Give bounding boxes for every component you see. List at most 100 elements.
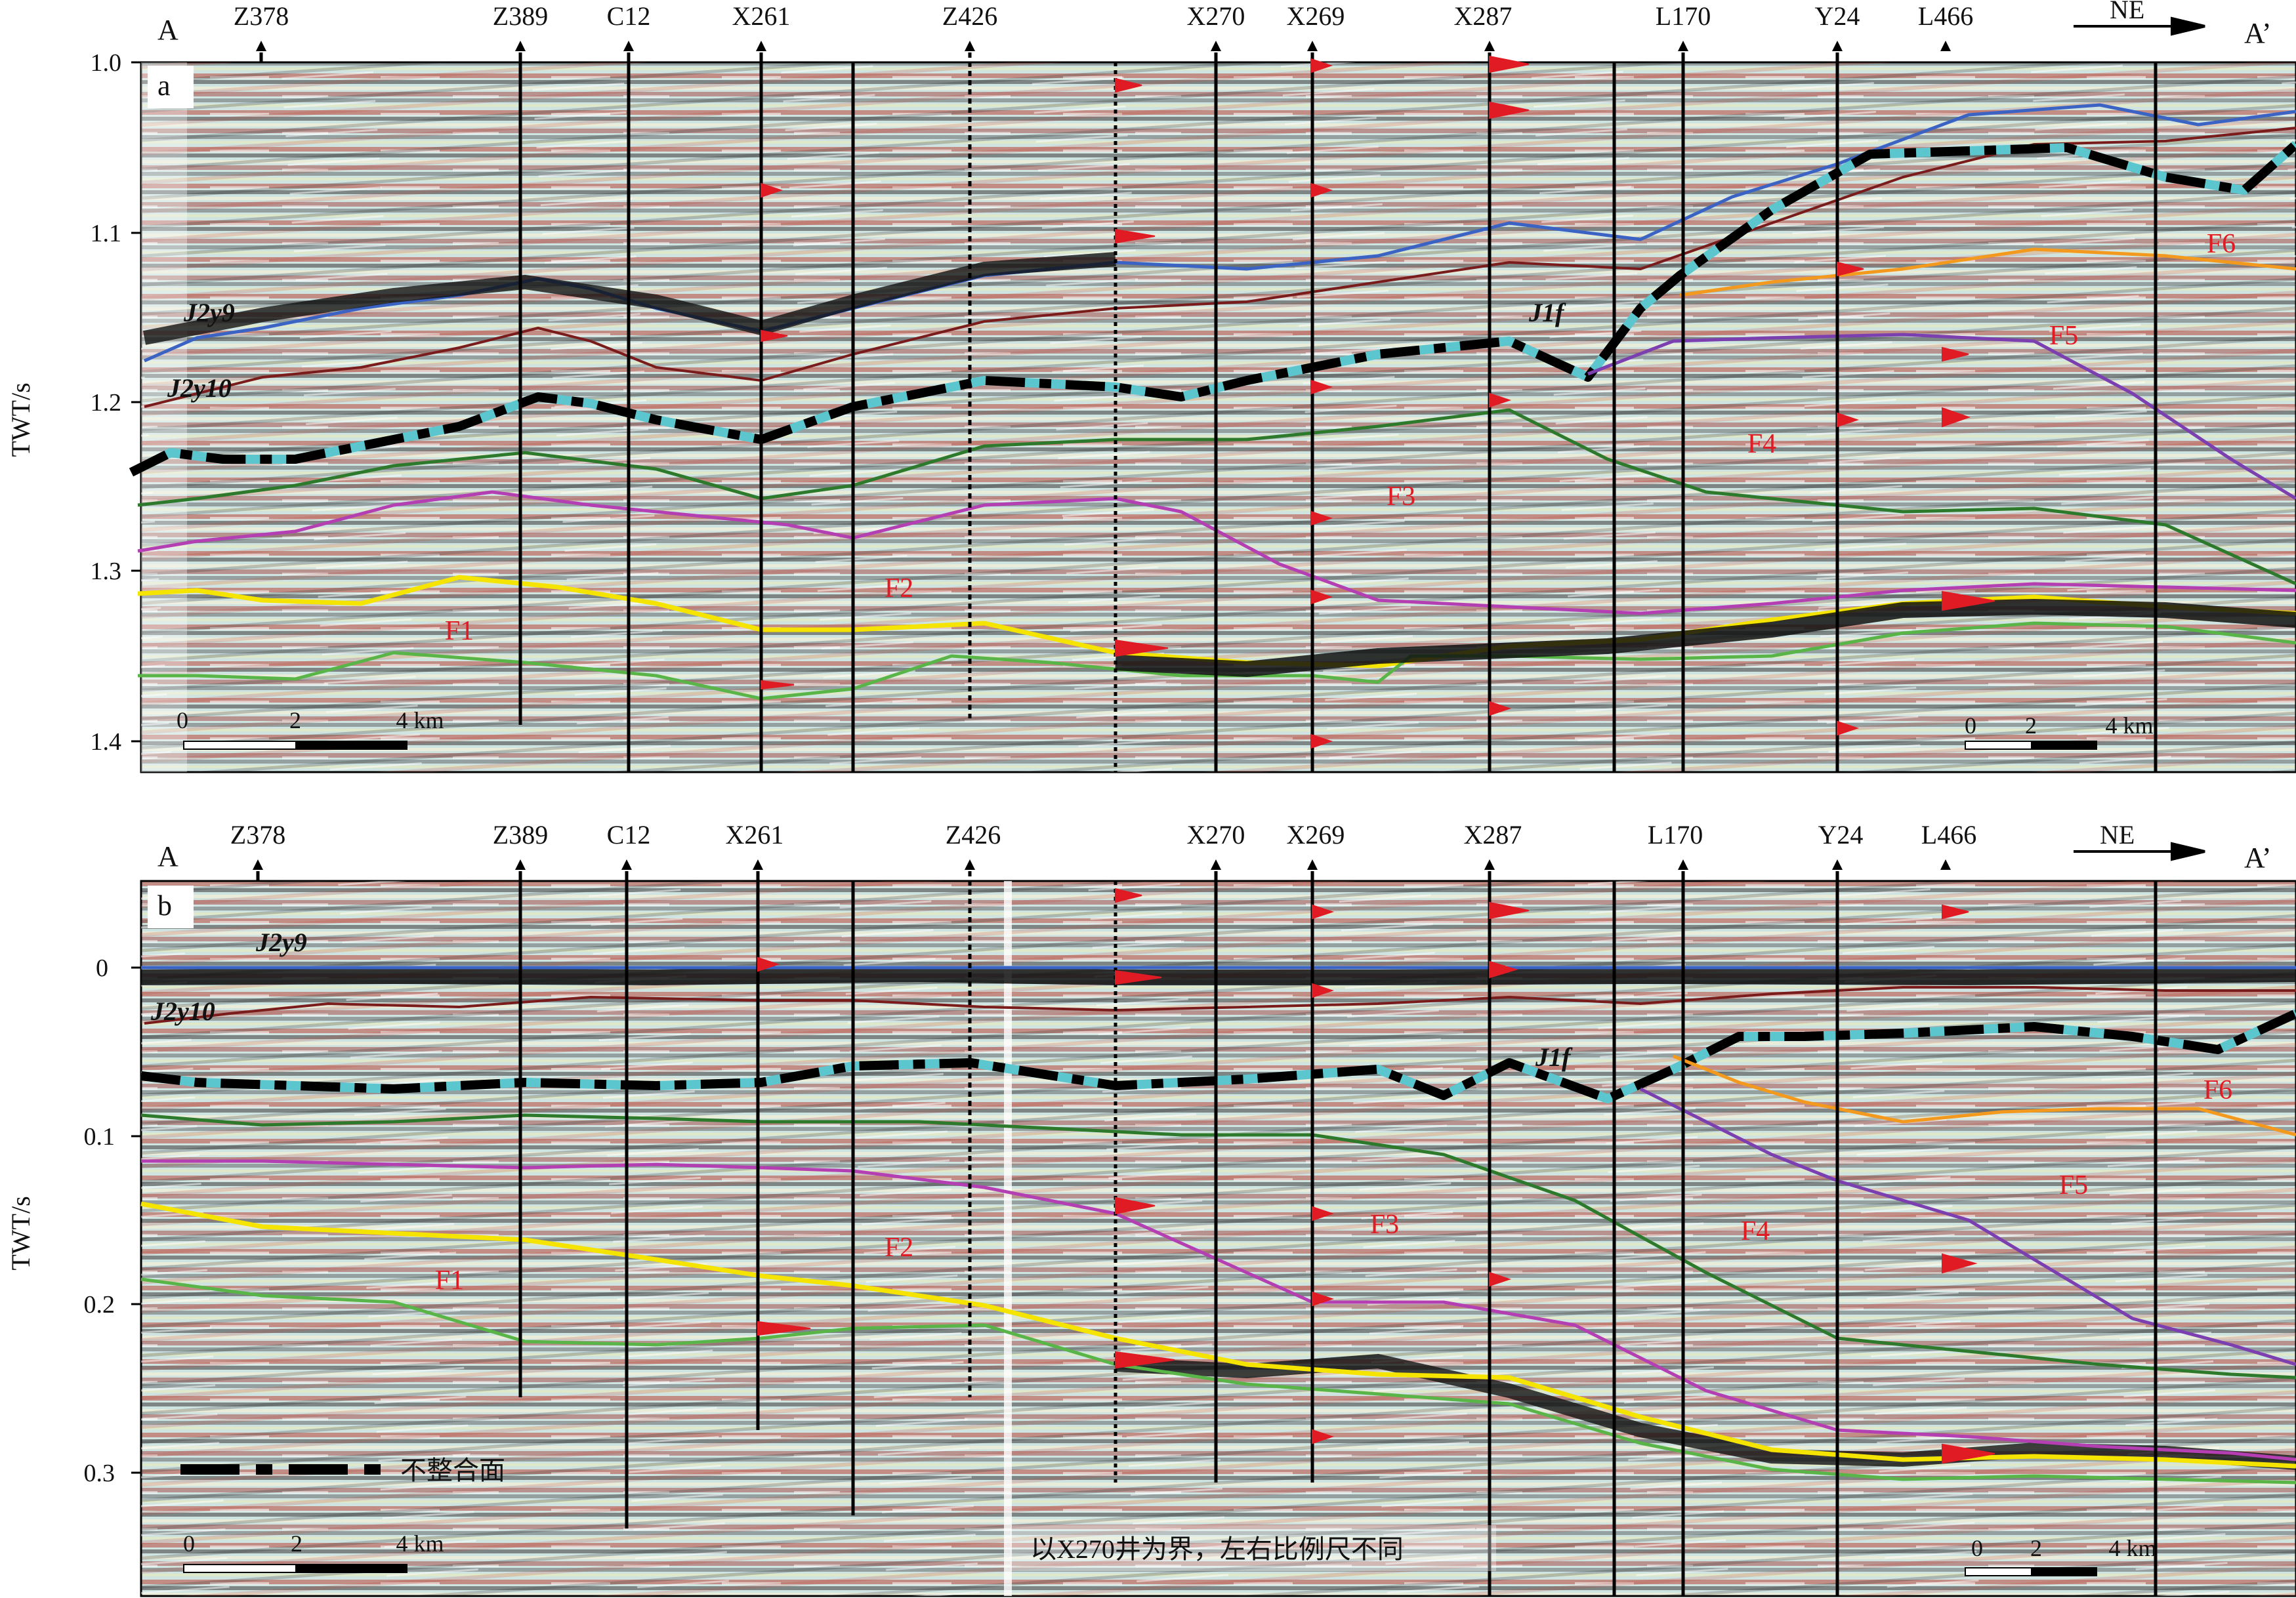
- panel-b-well-labels: Z378 Z389 C12 X261 Z426 X270 X269 X287 L…: [230, 820, 1976, 850]
- horizon-brown-line: [144, 986, 2296, 1025]
- facies-label-f3: F3: [1387, 481, 1415, 512]
- panel-b-strong-reflector: [140, 966, 2296, 986]
- scale-tick: 0: [1971, 1535, 1983, 1561]
- y-tick-label: 1.3: [91, 558, 122, 585]
- panel-a-scale-bar-right: 0 2 4 km: [1965, 712, 2154, 750]
- facies-label-f6: F6: [2207, 229, 2236, 259]
- horizon-light-green-line: [138, 621, 2296, 701]
- well-label: Y24: [1818, 820, 1864, 850]
- y-tick-label: 1.1: [91, 220, 122, 247]
- well-label: X287: [1464, 820, 1522, 850]
- well-label: X261: [726, 820, 784, 850]
- well-label: L170: [1648, 820, 1703, 850]
- facies-label-f1: F1: [445, 616, 474, 646]
- well-label: C12: [607, 820, 651, 850]
- scale-tick: 2: [2025, 712, 2037, 739]
- facies-label-f4: F4: [1747, 429, 1776, 459]
- facies-label-f4: F4: [1741, 1216, 1770, 1246]
- panel-a-start-label: A: [157, 14, 178, 46]
- panel-b-end-label: A’: [2244, 842, 2272, 874]
- y-tick-label: 1.4: [91, 728, 122, 756]
- scale-tick: 4 km: [396, 707, 444, 733]
- formation-label-j2y9: J2y9: [183, 298, 235, 327]
- horizon-brown-line: [144, 127, 2296, 408]
- panel-a-scale-bar-left: 0 2 4 km: [177, 707, 444, 750]
- panel-a-well-logs: [761, 55, 1995, 749]
- horizon-purple-line: [1639, 1087, 2296, 1366]
- horizon-light-green-line: [140, 1277, 2296, 1485]
- facies-label-f2: F2: [885, 573, 913, 604]
- panel-a-well-labels: Z378 Z389 C12 X261 Z426 X270 X269 X287 L…: [234, 1, 1973, 31]
- well-label: Y24: [1815, 1, 1860, 31]
- well-label: X261: [732, 1, 791, 31]
- panel-a-label: a: [157, 70, 171, 102]
- facies-label-f3: F3: [1370, 1210, 1399, 1240]
- scale-note: 以X270井为界，左右比例尺不同: [1030, 1534, 1404, 1564]
- panel-b-label: b: [157, 890, 172, 922]
- unconformity-legend-label: 不整合面: [400, 1456, 505, 1485]
- direction-arrow-icon: [2074, 16, 2205, 36]
- horizon-orange-line: [1679, 247, 2296, 297]
- well-label: X269: [1287, 1, 1345, 31]
- well-label: X287: [1454, 1, 1513, 31]
- panel-a: Z378 Z389 C12 X261 Z426 X270 X269 X287 L…: [6, 0, 2296, 773]
- panel-b-y-axis: [131, 966, 141, 1474]
- panel-b-well-arrows: [253, 859, 1951, 870]
- panel-b-horizons: [140, 966, 2296, 1485]
- formation-label-j2y10: J2y10: [167, 373, 232, 403]
- unconformity-line: [129, 140, 2296, 477]
- scale-tick: 4 km: [2108, 1535, 2156, 1561]
- well-label: X270: [1187, 820, 1245, 850]
- panel-b-scale-bar-right: 0 2 4 km: [1965, 1535, 2157, 1576]
- formation-label-j1f: J1f: [1528, 298, 1566, 327]
- formation-label-j2y9: J2y9: [255, 928, 307, 957]
- scale-tick: 4 km: [396, 1530, 444, 1557]
- scale-tick: 2: [289, 707, 301, 733]
- horizon-magenta-line: [141, 1159, 2296, 1462]
- well-label: Z426: [946, 820, 1001, 850]
- panel-a-direction-label: NE: [2110, 0, 2144, 24]
- panel-a-y-axis: [131, 61, 141, 743]
- facies-label-f5: F5: [2059, 1170, 2088, 1200]
- unconformity-line: [140, 1009, 2296, 1103]
- well-label: Z378: [234, 1, 289, 31]
- scale-tick: 0: [177, 707, 188, 733]
- y-tick-label: 1.2: [91, 389, 122, 417]
- panel-b-direction-label: NE: [2100, 820, 2135, 850]
- scale-tick: 0: [1965, 712, 1976, 739]
- panel-b-start-label: A: [157, 840, 178, 872]
- panel-b-scale-bar-left: 0 2 4 km: [183, 1530, 444, 1573]
- panel-b-ylabel: TWT/s: [6, 1196, 35, 1270]
- y-tick-label: 0.2: [84, 1291, 115, 1319]
- well-label: Z378: [230, 820, 285, 850]
- well-label: C12: [607, 1, 651, 31]
- well-label: X269: [1287, 820, 1345, 850]
- formation-label-j1f: J1f: [1535, 1042, 1573, 1072]
- y-tick-label: 0.1: [84, 1123, 115, 1151]
- well-label: L466: [1921, 820, 1976, 850]
- well-label: Z389: [493, 820, 548, 850]
- well-label: X270: [1187, 1, 1245, 31]
- unconformity-legend: 不整合面: [180, 1456, 505, 1485]
- scale-tick: 2: [291, 1530, 303, 1557]
- facies-label-f6: F6: [2203, 1075, 2232, 1105]
- panel-a-ylabel: TWT/s: [6, 382, 35, 457]
- panel-a-well-arrows: [256, 41, 1951, 51]
- formation-label-j2y10: J2y10: [150, 996, 215, 1026]
- panel-b: Z378 Z389 C12 X261 Z426 X270 X269 X287 L…: [6, 820, 2296, 1597]
- facies-label-f1: F1: [435, 1265, 464, 1296]
- well-label: L466: [1918, 1, 1973, 31]
- well-label: L170: [1656, 1, 1711, 31]
- y-tick-label: 0.3: [84, 1460, 115, 1487]
- horizon-dark-green-line: [140, 1113, 2296, 1380]
- horizon-dark-green-line: [137, 408, 2296, 586]
- direction-arrow-icon: [2074, 842, 2205, 861]
- y-tick-label: 0: [96, 954, 108, 982]
- scale-tick: 2: [2030, 1535, 2042, 1561]
- facies-label-f5: F5: [2049, 321, 2078, 351]
- y-tick-label: 1.0: [91, 49, 122, 77]
- horizon-purple-line: [1587, 333, 2296, 501]
- facies-label-f2: F2: [885, 1233, 913, 1263]
- panel-b-well-logs: [757, 888, 1995, 1464]
